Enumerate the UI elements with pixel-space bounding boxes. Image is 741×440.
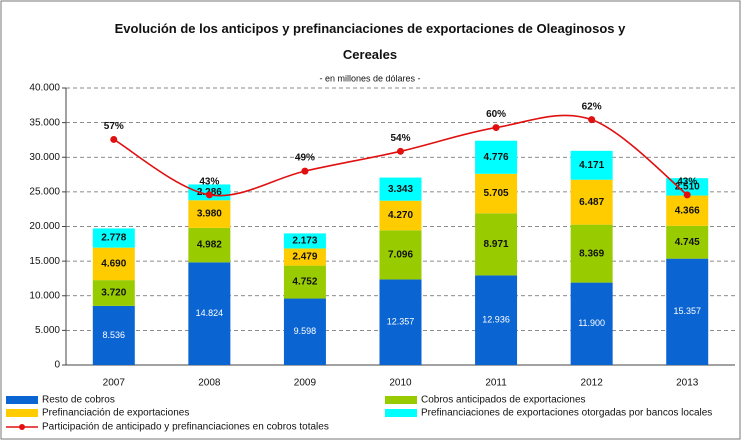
y-tick-label: 5.000 [35, 325, 60, 336]
bar-segment [92, 305, 135, 365]
line-marker [110, 135, 118, 143]
legend-label: Resto de cobros [42, 395, 115, 406]
bar-segment [188, 262, 231, 365]
line-marker [205, 191, 213, 199]
legend-label: Prefinanciación de exportaciones [42, 408, 189, 419]
data-label: 3.720 [101, 288, 126, 299]
line-marker [397, 147, 404, 155]
bar-segment [475, 213, 518, 276]
line-label: 62% [582, 101, 602, 112]
data-label: 4.982 [197, 240, 222, 251]
bar-segment [379, 177, 422, 201]
bar-segment [283, 248, 326, 266]
y-tick-label: 20.000 [29, 221, 60, 232]
line-marker [301, 167, 309, 175]
data-label: 4.745 [675, 237, 700, 248]
data-label: 4.171 [579, 160, 604, 171]
y-tick-label: 25.000 [29, 187, 60, 198]
data-label: 12.936 [482, 315, 510, 325]
bar-segment [666, 225, 709, 259]
data-label: 14.824 [196, 308, 224, 318]
line-label: 60% [486, 109, 506, 120]
bar-segment [570, 150, 613, 180]
bar-segment [92, 228, 135, 248]
data-label: 2.479 [292, 252, 317, 263]
data-label: 5.705 [484, 188, 509, 199]
line-marker [683, 191, 691, 199]
data-label: 8.971 [484, 239, 509, 250]
bar-segment [379, 279, 422, 365]
legend-label: Prefinanciaciones de exportaciones otorg… [421, 408, 712, 419]
data-label: 12.357 [387, 317, 415, 327]
x-tick-label: 2013 [676, 378, 699, 389]
x-tick-label: 2007 [103, 378, 126, 389]
bar-segment [666, 258, 709, 365]
data-label: 2.173 [292, 236, 317, 247]
data-label: 3.343 [388, 184, 413, 195]
line-label: 54% [390, 133, 410, 144]
bar-segment [283, 265, 326, 299]
legend-label: Participación de anticipado y prefinanci… [42, 422, 329, 433]
bar-segment [475, 140, 518, 174]
bar-segment [92, 280, 135, 306]
bar-segment [475, 173, 518, 214]
x-tick-label: 2012 [581, 378, 604, 389]
legend-swatch [6, 409, 38, 417]
data-label: 3.980 [197, 209, 222, 220]
legend-swatch [6, 396, 38, 404]
bar-segment [92, 247, 135, 281]
bar-segment [570, 179, 613, 225]
bar-segment [379, 230, 422, 280]
line-marker [492, 124, 500, 132]
bar-segment [570, 224, 613, 283]
x-tick-label: 2011 [485, 378, 507, 389]
data-label: 4.366 [675, 205, 700, 216]
data-label: 2.510 [675, 182, 700, 193]
y-tick-label: 35.000 [29, 117, 60, 128]
y-tick-label: 15.000 [29, 256, 60, 267]
bar-segment [666, 178, 709, 196]
data-label: 15.357 [673, 306, 701, 316]
chart-subtitle: - en millones de dólares - [319, 73, 420, 83]
data-label: 4.776 [484, 152, 509, 163]
bar-segment [188, 227, 231, 263]
legend-swatch [385, 396, 417, 404]
legend-marker [19, 424, 25, 430]
data-label: 2.778 [101, 233, 126, 244]
y-tick-label: 40.000 [29, 83, 60, 94]
data-label: 7.096 [388, 249, 413, 260]
y-tick-label: 30.000 [29, 152, 60, 163]
bar-segment [475, 275, 518, 365]
data-label: 4.270 [388, 210, 413, 221]
bar-segment [379, 200, 422, 231]
line-marker [588, 116, 596, 124]
data-label: 8.536 [103, 330, 126, 340]
bar-segment [570, 282, 613, 365]
data-label: 6.487 [579, 197, 604, 208]
legend-swatch [385, 409, 417, 417]
data-label: 8.369 [579, 248, 604, 259]
line-label: 43% [199, 176, 219, 187]
line-label: 57% [104, 121, 124, 132]
data-label: 11.900 [578, 318, 605, 328]
line-label: 43% [677, 176, 697, 187]
y-tick-label: 10.000 [29, 290, 60, 301]
x-tick-label: 2009 [294, 378, 317, 389]
y-tick-label: 0 [54, 360, 60, 371]
data-label: 4.690 [101, 259, 126, 270]
line-label: 49% [295, 153, 315, 164]
legend-label: Cobros anticipados de exportaciones [421, 395, 586, 406]
data-label: 9.598 [294, 326, 317, 336]
bar-segment [666, 195, 709, 226]
data-label: 4.752 [292, 277, 317, 288]
bar-segment [188, 200, 231, 228]
bar-segment [283, 233, 326, 249]
x-tick-label: 2010 [389, 378, 412, 389]
x-tick-label: 2008 [198, 378, 221, 389]
chart-title: Evolución de los anticipos y prefinancia… [114, 21, 626, 62]
bar-segment [283, 298, 326, 365]
